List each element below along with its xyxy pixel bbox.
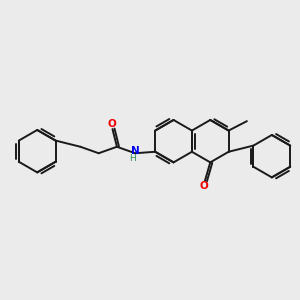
Text: O: O — [200, 181, 208, 191]
Text: O: O — [107, 119, 116, 129]
Text: H: H — [129, 154, 136, 163]
Text: N: N — [131, 146, 140, 156]
